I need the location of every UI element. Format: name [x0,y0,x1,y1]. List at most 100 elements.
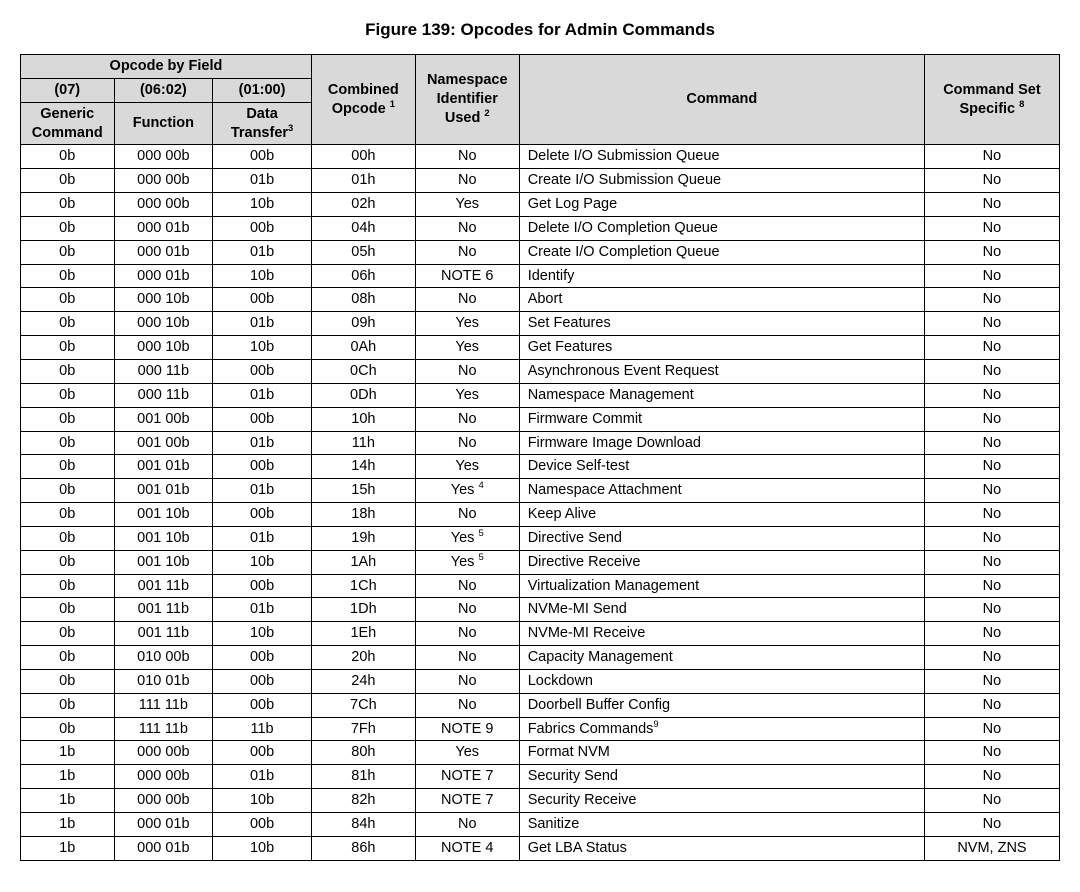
cell-generic: 0b [21,359,115,383]
cell-data-transfer: 01b [213,383,312,407]
cell-generic: 0b [21,383,115,407]
cell-command: Delete I/O Completion Queue [519,216,924,240]
cell-generic: 0b [21,145,115,169]
cell-combined-opcode: 1Ah [311,550,415,574]
table-row: 0b111 11b00b7ChNoDoorbell Buffer ConfigN… [21,693,1060,717]
cell-command-set-specific: No [924,288,1059,312]
cell-function: 000 10b [114,336,213,360]
table-body: 0b000 00b00b00hNoDelete I/O Submission Q… [21,145,1060,860]
cell-nsid-used: Yes 5 [415,526,519,550]
cell-command: NVMe-MI Receive [519,622,924,646]
cell-data-transfer: 01b [213,765,312,789]
table-row: 0b000 00b00b00hNoDelete I/O Submission Q… [21,145,1060,169]
cell-combined-opcode: 00h [311,145,415,169]
cell-command: Keep Alive [519,503,924,527]
cell-combined-opcode: 7Fh [311,717,415,741]
cell-command: Lockdown [519,669,924,693]
cell-combined-opcode: 05h [311,240,415,264]
cell-command-set-specific: No [924,383,1059,407]
cell-combined-opcode: 11h [311,431,415,455]
cell-function: 000 00b [114,169,213,193]
cell-command-set-specific: No [924,479,1059,503]
header-bits-0100: (01:00) [213,78,312,102]
cell-data-transfer: 00b [213,693,312,717]
cell-command-set-specific: No [924,169,1059,193]
opcodes-table: Opcode by Field Combined Opcode 1 Namesp… [20,54,1060,861]
cell-function: 000 01b [114,216,213,240]
cell-function: 000 01b [114,240,213,264]
table-row: 0b111 11b11b7FhNOTE 9Fabrics Commands9No [21,717,1060,741]
cell-command-set-specific: No [924,240,1059,264]
cell-function: 010 00b [114,646,213,670]
cell-command: Namespace Management [519,383,924,407]
cell-data-transfer: 01b [213,240,312,264]
cell-data-transfer: 11b [213,717,312,741]
cell-command: Set Features [519,312,924,336]
table-row: 0b001 00b00b10hNoFirmware CommitNo [21,407,1060,431]
cell-generic: 0b [21,646,115,670]
cell-command-set-specific: No [924,526,1059,550]
cell-command: Directive Send [519,526,924,550]
cell-data-transfer: 00b [213,813,312,837]
cell-command: Get Features [519,336,924,360]
cell-command: Sanitize [519,813,924,837]
cell-nsid-used: NOTE 4 [415,836,519,860]
cell-command-set-specific: No [924,669,1059,693]
cell-generic: 0b [21,431,115,455]
cell-combined-opcode: 14h [311,455,415,479]
cell-combined-opcode: 10h [311,407,415,431]
table-row: 0b001 00b01b11hNoFirmware Image Download… [21,431,1060,455]
cell-command: Directive Receive [519,550,924,574]
cell-combined-opcode: 1Ch [311,574,415,598]
cell-nsid-used: No [415,598,519,622]
cell-nsid-used: No [415,693,519,717]
cell-nsid-used: No [415,216,519,240]
table-row: 0b000 00b10b02hYesGet Log PageNo [21,193,1060,217]
cell-function: 001 00b [114,407,213,431]
cell-nsid-used: Yes [415,741,519,765]
cell-generic: 0b [21,622,115,646]
cell-combined-opcode: 1Eh [311,622,415,646]
cell-function: 000 01b [114,264,213,288]
cell-command-set-specific: No [924,407,1059,431]
cell-generic: 0b [21,717,115,741]
cell-data-transfer: 00b [213,741,312,765]
table-row: 0b001 11b01b1DhNoNVMe-MI SendNo [21,598,1060,622]
cell-nsid-used: Yes [415,193,519,217]
cell-command: Asynchronous Event Request [519,359,924,383]
cell-command: Security Send [519,765,924,789]
cell-nsid-used: No [415,407,519,431]
cell-function: 000 01b [114,836,213,860]
cell-combined-opcode: 01h [311,169,415,193]
cell-command: Namespace Attachment [519,479,924,503]
cell-nsid-used: No [415,503,519,527]
cell-nsid-used: Yes 5 [415,550,519,574]
header-command-set-specific: Command Set Specific 8 [924,55,1059,145]
cell-command: Create I/O Submission Queue [519,169,924,193]
cell-generic: 0b [21,407,115,431]
cell-data-transfer: 00b [213,574,312,598]
cell-data-transfer: 00b [213,145,312,169]
cell-data-transfer: 00b [213,503,312,527]
cell-generic: 0b [21,288,115,312]
header-generic-command: Generic Command [21,102,115,145]
table-row: 0b000 10b10b0AhYesGet FeaturesNo [21,336,1060,360]
cell-combined-opcode: 0Ah [311,336,415,360]
cell-combined-opcode: 06h [311,264,415,288]
cell-command-set-specific: No [924,574,1059,598]
cell-nsid-used: No [415,669,519,693]
cell-command: Virtualization Management [519,574,924,598]
cell-command-set-specific: No [924,622,1059,646]
cell-nsid-used: Yes [415,383,519,407]
cell-data-transfer: 00b [213,359,312,383]
cell-command-set-specific: No [924,503,1059,527]
cell-command: Firmware Commit [519,407,924,431]
cell-combined-opcode: 84h [311,813,415,837]
cell-generic: 0b [21,574,115,598]
cell-generic: 0b [21,312,115,336]
table-row: 0b001 10b01b19hYes 5Directive SendNo [21,526,1060,550]
cell-generic: 0b [21,526,115,550]
cell-nsid-used: No [415,622,519,646]
cell-generic: 0b [21,169,115,193]
cell-generic: 0b [21,455,115,479]
